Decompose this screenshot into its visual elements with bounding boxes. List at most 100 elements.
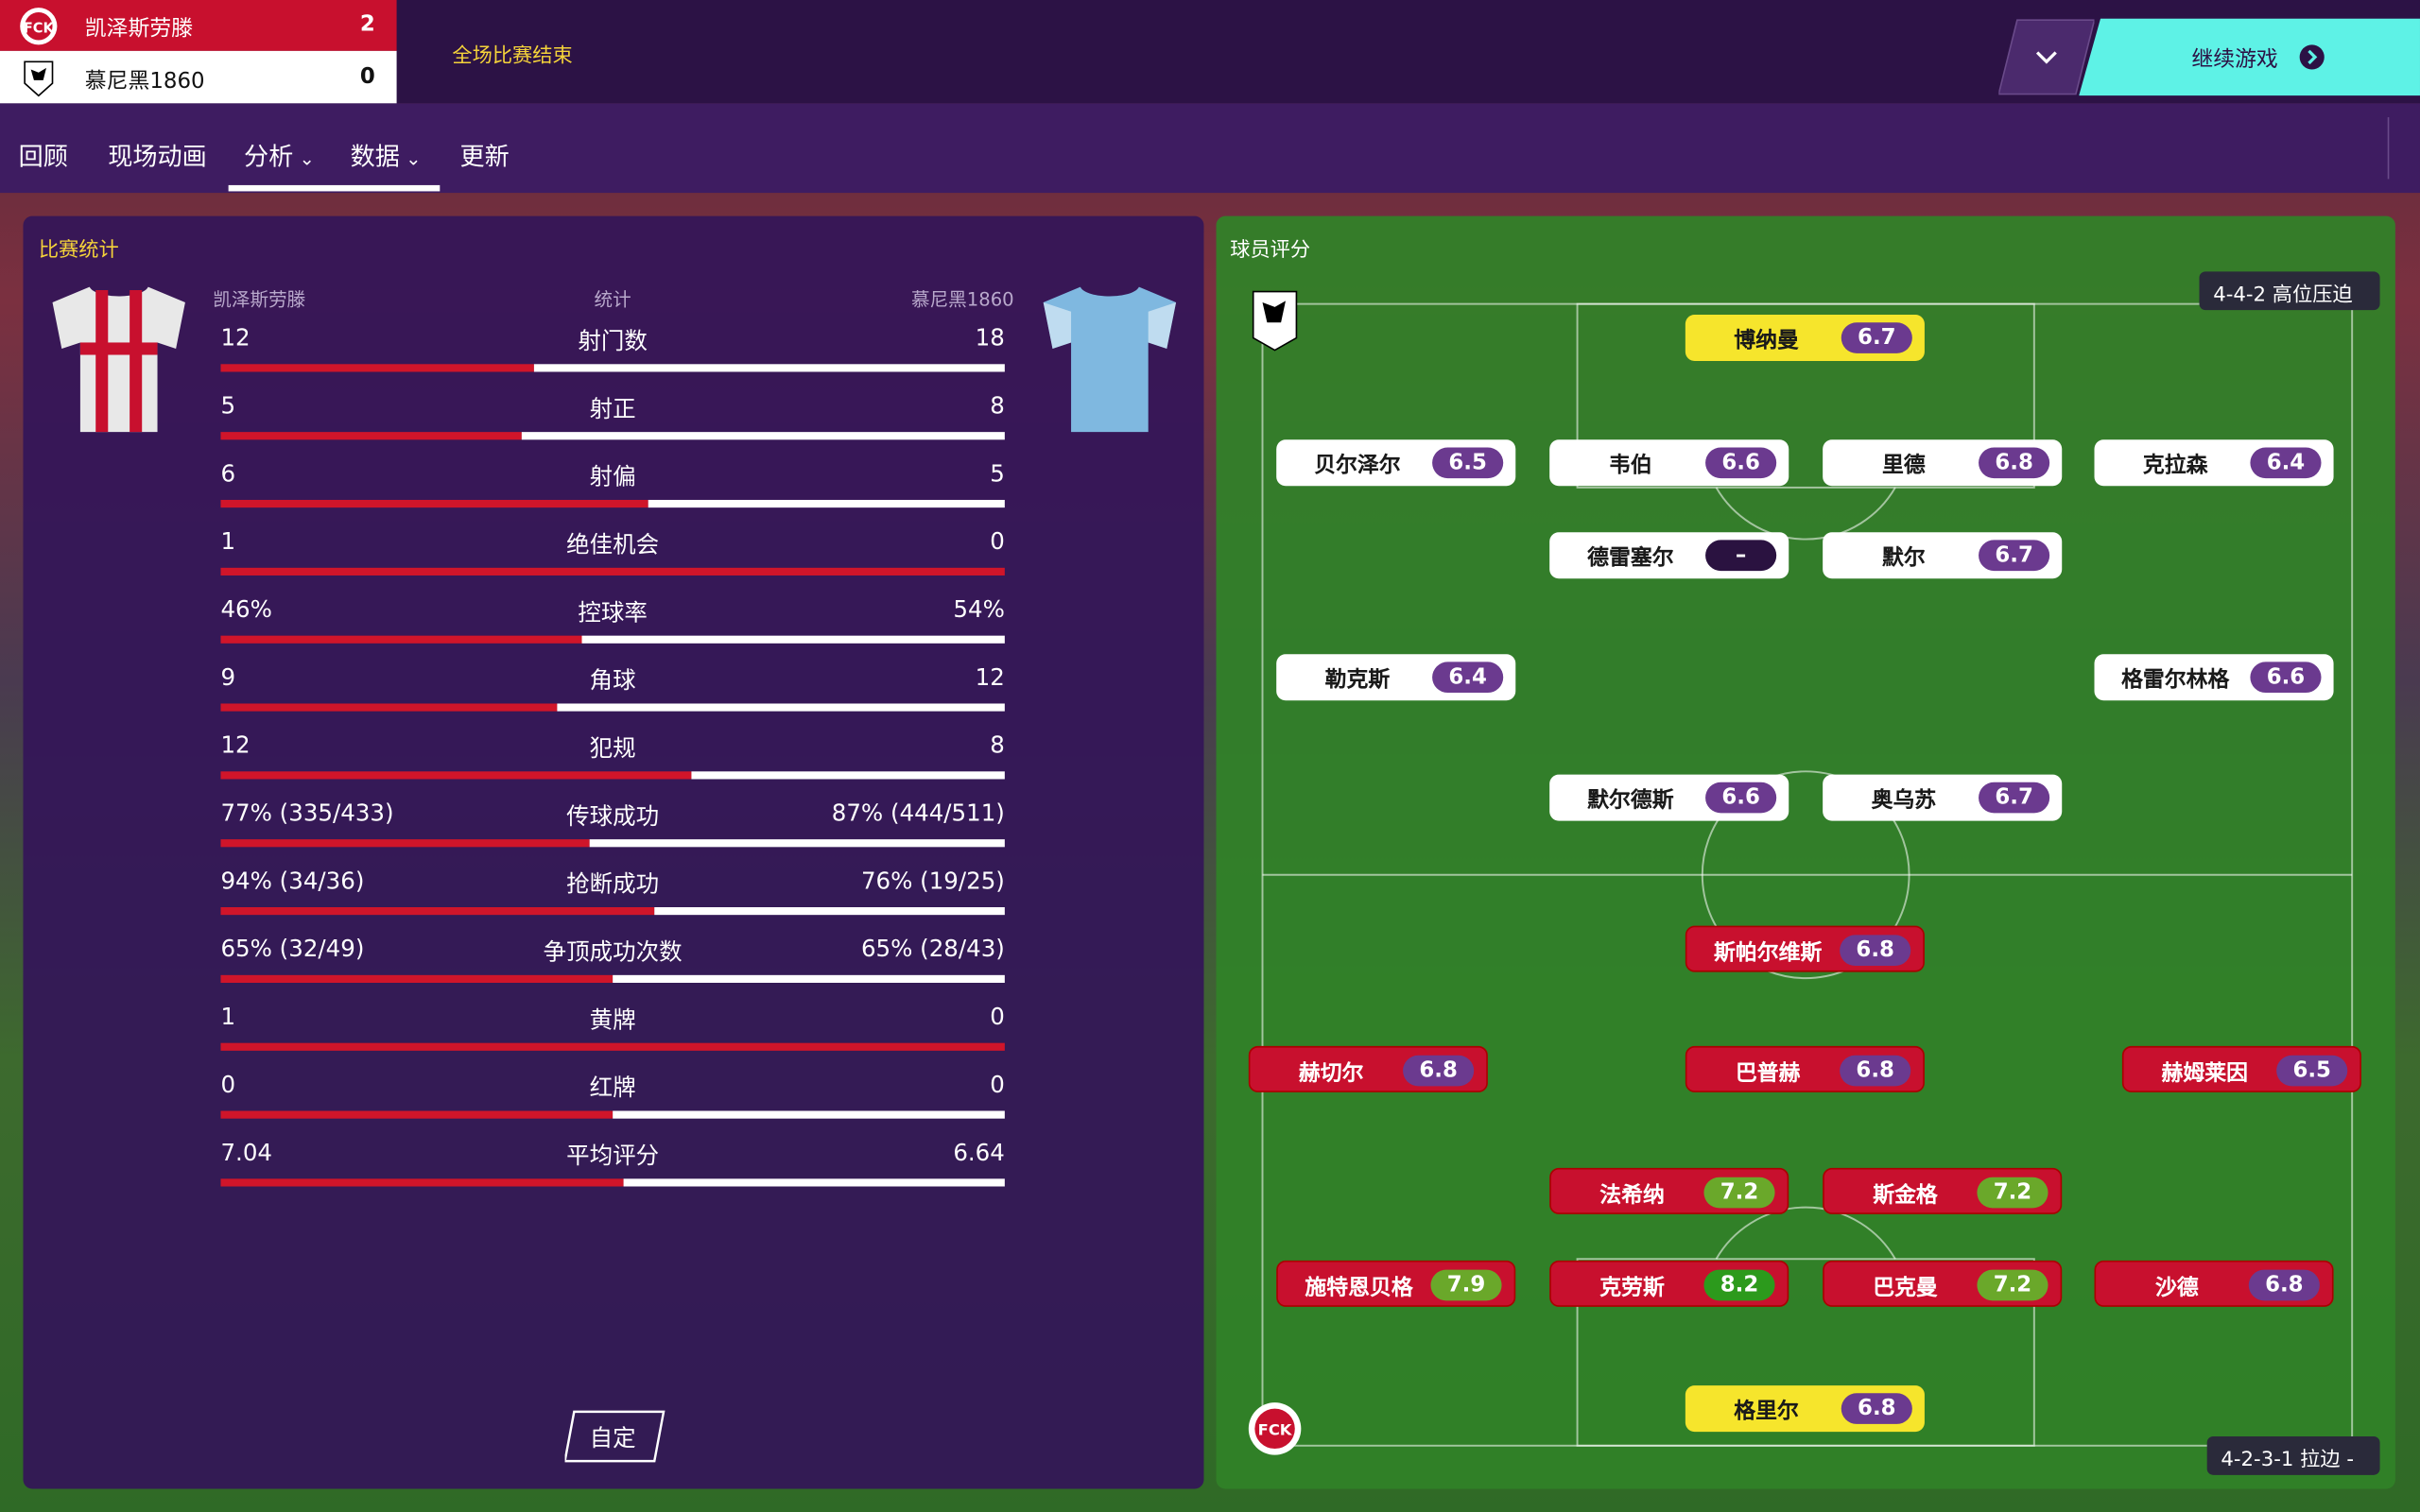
away-bar [613, 974, 1005, 983]
player-name: 施特恩贝格 [1305, 1276, 1413, 1301]
home-bar [220, 499, 648, 508]
player-rating: 6.4 [2250, 447, 2322, 479]
away-value: 6.64 [953, 1138, 1005, 1167]
player-rating: 6.6 [2250, 662, 2322, 694]
continue-bg [2079, 18, 2420, 96]
stat-label: 争顶成功次数 [543, 937, 683, 967]
stat-label: 传球成功 [566, 801, 660, 831]
player-name: 巴克曼 [1873, 1276, 1938, 1301]
away-bar [534, 364, 1005, 372]
player-card[interactable]: 博纳曼 6.7 [1685, 315, 1925, 362]
player-card[interactable]: 沙德 6.8 [2094, 1260, 2334, 1307]
player-card[interactable]: 赫姆莱因 6.5 [2121, 1045, 2361, 1092]
home-value: 46% [220, 595, 272, 624]
player-card[interactable]: 赫切尔 6.8 [1248, 1045, 1488, 1092]
home-bar [220, 1178, 625, 1187]
player-rating: 6.7 [1979, 540, 2050, 572]
player-name: 格里尔 [1734, 1399, 1799, 1424]
player-rating: 7.2 [1977, 1177, 2048, 1209]
player-card[interactable]: 施特恩贝格 7.9 [1276, 1260, 1516, 1307]
customize-label: 自定 [589, 1423, 636, 1452]
home-bar [220, 635, 581, 644]
home-team: 凯泽斯劳滕 [84, 16, 194, 43]
player-card[interactable]: 克拉森 6.4 [2094, 439, 2334, 487]
home-bar [220, 906, 655, 916]
nav-tab[interactable]: 更新 [459, 142, 510, 172]
dropdown-button[interactable] [1998, 19, 2095, 96]
player-card[interactable]: 巴克曼 7.2 [1823, 1260, 2063, 1307]
player-card[interactable]: 默尔 6.7 [1823, 532, 2063, 579]
player-rating: 6.8 [1979, 447, 2050, 479]
home-value: 1 [220, 1003, 236, 1031]
home-value: 0 [220, 1071, 236, 1099]
player-card[interactable]: 法希纳 7.2 [1549, 1167, 1789, 1214]
player-card[interactable]: 德雷塞尔 – [1549, 532, 1789, 579]
player-card[interactable]: 里德 6.8 [1823, 439, 2063, 487]
player-rating: 7.2 [1703, 1177, 1775, 1209]
player-card[interactable]: 巴普赫 6.8 [1685, 1045, 1925, 1092]
player-name: 斯帕尔维斯 [1714, 940, 1823, 967]
stat-label: 射正 [589, 394, 636, 423]
home-bar [220, 771, 692, 780]
nav-tab[interactable]: 数据 ⌄ [350, 142, 422, 172]
away-bar [580, 635, 1005, 644]
match-status: 全场比赛结束 [452, 44, 573, 68]
away-score-row: 慕尼黑1860 0 [0, 50, 397, 104]
player-name: 默尔德斯 [1587, 788, 1674, 814]
player-name: 克劳斯 [1599, 1276, 1665, 1301]
player-card[interactable]: 格里尔 6.8 [1685, 1385, 1925, 1433]
player-rating: 6.5 [1432, 447, 1504, 479]
away-header: 慕尼黑1860 [911, 288, 1014, 311]
away-crest [24, 60, 54, 97]
away-value: 0 [990, 527, 1005, 556]
stat-label: 角球 [589, 666, 636, 695]
svg-text:FCK: FCK [1258, 1420, 1293, 1438]
away-value: 65% (28/43) [860, 935, 1005, 963]
away-formation-box [2199, 271, 2380, 311]
away-bar [556, 703, 1005, 712]
player-card[interactable]: 勒克斯 6.4 [1276, 654, 1516, 701]
nav-tab[interactable]: 分析 ⌄ [243, 142, 315, 172]
player-card[interactable]: 韦伯 6.6 [1549, 439, 1789, 487]
player-name: 沙德 [2154, 1276, 2199, 1301]
away-value: 0 [990, 1071, 1005, 1099]
home-value: 1 [220, 527, 236, 556]
stat-label: 抢断成功 [566, 869, 660, 899]
away-value: 76% (19/25) [860, 867, 1005, 895]
nav-tab[interactable]: 回顾 [18, 142, 68, 172]
home-value: 65% (32/49) [220, 935, 365, 963]
away-score: 0 [359, 64, 375, 90]
tab-underline [228, 184, 441, 192]
player-card[interactable]: 格雷尔林格 6.6 [2094, 654, 2334, 701]
customize-bg [564, 1410, 666, 1463]
home-bar [220, 839, 589, 848]
away-value: 0 [990, 1003, 1005, 1031]
player-card[interactable]: 斯金格 7.2 [1823, 1167, 2063, 1214]
player-rating: 6.8 [2248, 1269, 2320, 1301]
player-card[interactable]: 斯帕尔维斯 6.8 [1685, 925, 1925, 972]
player-card[interactable]: 奥乌苏 6.7 [1823, 774, 2063, 821]
home-value: 12 [220, 323, 251, 352]
player-rating: 6.8 [1840, 1055, 1911, 1087]
continue-button[interactable]: 继续游戏 [2079, 18, 2420, 96]
home-crest: FCK [20, 8, 58, 45]
player-name: 巴普赫 [1735, 1061, 1801, 1087]
home-bar [220, 1110, 614, 1119]
customize-button[interactable]: 自定 [564, 1410, 666, 1463]
away-value: 8 [990, 391, 1005, 421]
nav-tab[interactable]: 现场动画 [108, 142, 207, 172]
player-rating: 6.8 [1403, 1055, 1475, 1087]
player-name: 赫切尔 [1298, 1061, 1364, 1087]
player-name: 德雷塞尔 [1587, 545, 1674, 572]
player-name: 格雷尔林格 [2121, 667, 2230, 694]
home-score-row: FCK 凯泽斯劳滕 2 [0, 0, 397, 51]
player-rating: 6.8 [1841, 1393, 1912, 1424]
player-card[interactable]: 默尔德斯 6.6 [1549, 774, 1789, 821]
home-bar [220, 974, 614, 983]
player-card[interactable]: 贝尔泽尔 6.5 [1276, 439, 1516, 487]
player-name: 奥乌苏 [1871, 788, 1937, 814]
player-card[interactable]: 克劳斯 8.2 [1549, 1260, 1789, 1307]
home-value: 6 [220, 459, 236, 488]
